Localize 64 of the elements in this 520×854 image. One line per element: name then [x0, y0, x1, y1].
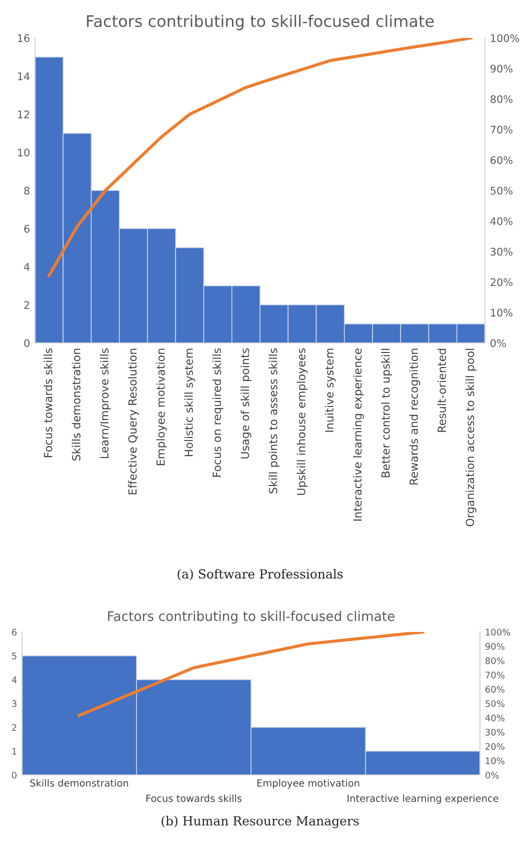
y2-tick-label: 30% [490, 248, 512, 256]
y2-tick-label: 0% [485, 772, 499, 779]
y2-tick-label: 40% [490, 217, 512, 226]
x-tick-label: Learn/Improve skills [100, 348, 111, 458]
y2-tick-label: 80% [485, 657, 504, 664]
x-tick-label: Skills demonstration [72, 348, 80, 461]
y-tick-label: 1 [12, 748, 16, 755]
y2-tick-label: 60% [485, 686, 504, 693]
y2-tick-label: 70% [486, 672, 504, 678]
y-tick-label: 0 [12, 772, 17, 779]
y2-tick-label: 20% [490, 278, 512, 286]
y-tick-label: 8 [24, 186, 30, 195]
y-tick-label: 2 [24, 301, 30, 309]
chart-title: Factors contributing to skill-focused climate [87, 14, 434, 30]
x-tick-label: Interactive learning experience [353, 348, 364, 521]
y-tick-label: 4 [24, 263, 30, 271]
x-tick-label: Better control to upskill [381, 348, 392, 478]
y2-tick-label: 80% [490, 95, 512, 104]
x-tick-label: Skills demonstration [30, 779, 128, 787]
y2-tick-label: 60% [490, 156, 512, 164]
y-tick-label: 6 [12, 628, 17, 636]
y2-tick-label: 70% [490, 126, 512, 134]
y2-tick-label: 10% [486, 757, 504, 764]
x-tick-label: Employee motivation [156, 348, 167, 466]
x-tick-label: Effective Query Resolution [128, 348, 139, 494]
y2-tick-label: 0% [490, 339, 506, 348]
x-tick-label: Inuitive system [324, 348, 336, 432]
y2-tick-label: 30% [486, 728, 504, 736]
y-tick-label: 14 [18, 72, 30, 80]
y-tick-label: 2 [12, 724, 16, 731]
y-tick-label: 4 [12, 676, 17, 684]
x-tick-label: Interactive learning experience [348, 794, 498, 804]
y-tick-label: 3 [12, 700, 16, 708]
x-tick-label: Result-oriented [437, 348, 446, 432]
y-tick-label: 16 [18, 34, 30, 42]
y-tick-label: 6 [24, 224, 30, 233]
text: (a) Software Professionals [178, 568, 343, 580]
x-tick-label: Organization access to skill pool [466, 348, 476, 526]
y2-tick-label: 50% [486, 700, 504, 708]
y2-tick-label: 90% [490, 64, 512, 73]
y2-tick-label: 40% [485, 714, 504, 722]
y2-tick-label: 20% [486, 743, 504, 750]
x-tick-label: Employee motivation [257, 779, 360, 789]
x-tick-label: Rewards and recognition [409, 348, 420, 484]
x-tick-label: Holistic skill system [184, 348, 196, 456]
y2-tick-label: 90% [485, 643, 504, 650]
x-tick-label: Focus towards skills [146, 794, 242, 802]
y2-tick-label: 10% [491, 308, 512, 317]
y-tick-label: 10 [18, 148, 30, 156]
y-tick-label: 12 [18, 110, 30, 118]
y-tick-label: 0 [24, 339, 30, 348]
y-tick-label: 5 [12, 652, 16, 660]
x-tick-label: Usage of skill points [240, 348, 252, 458]
line-series [78, 632, 424, 717]
y2-tick-label: 50% [490, 186, 512, 195]
y2-tick-label: 100% [491, 34, 520, 42]
x-tick-label: Focus towards skills [44, 348, 52, 458]
y2-tick-label: 100% [486, 628, 510, 636]
x-tick-label: Skill points to assess skills [268, 348, 280, 494]
text: (b) Human Resource Managers [162, 816, 359, 828]
x-tick-label: Focus on required skills [212, 348, 224, 477]
line-series [48, 38, 472, 278]
chart-title: Factors contributing to skill-focused climate [108, 610, 394, 624]
x-tick-label: Upskill inhouse employees [296, 348, 308, 495]
